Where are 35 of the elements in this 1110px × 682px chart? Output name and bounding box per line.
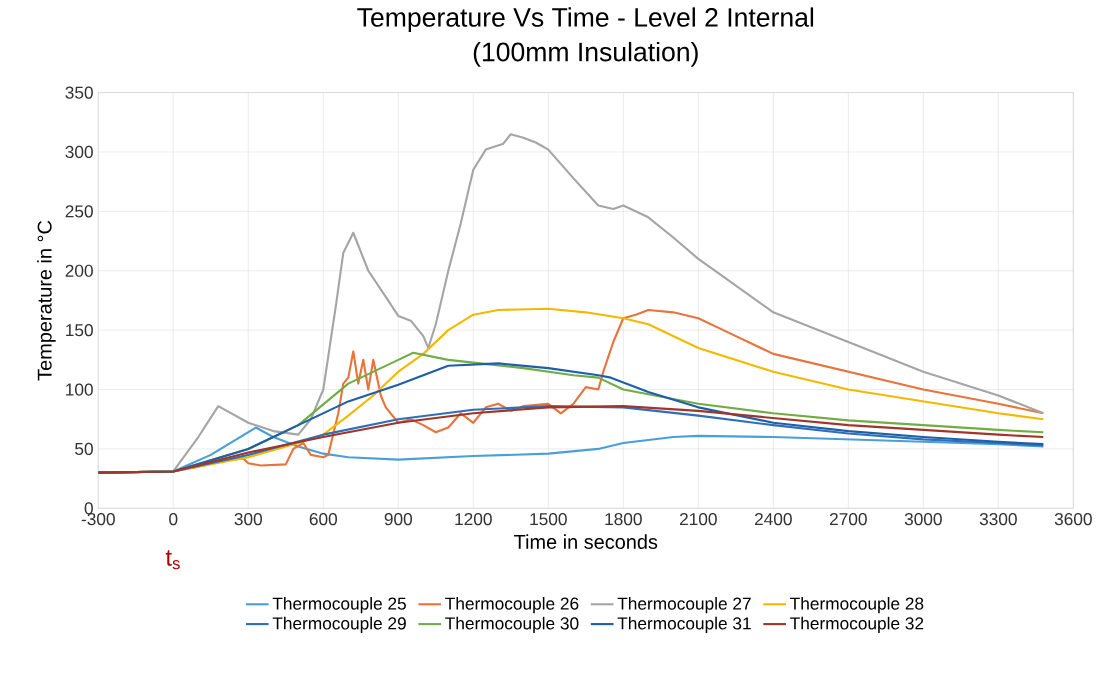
x-tick-label: 900 (384, 512, 413, 526)
x-tick-label: 3000 (904, 512, 942, 526)
legend-label: Thermocouple 27 (617, 596, 751, 614)
legend-label: Thermocouple 28 (790, 596, 924, 614)
x-tick-label: 0 (169, 512, 178, 526)
legend-label: Thermocouple 32 (790, 616, 924, 633)
x-tick-label: 1800 (605, 512, 642, 526)
x-tick-label: 2100 (679, 512, 717, 526)
y-axis-title: Temperature in °C (37, 220, 56, 381)
x-tick-label: 3600 (1054, 512, 1092, 526)
chart-title: Temperature Vs Time - Level 2 Internal (357, 7, 814, 33)
y-tick-label: 50 (75, 442, 93, 455)
legend-label: Thermocouple 30 (445, 616, 579, 633)
y-tick-label: 200 (65, 264, 93, 277)
text: t$_{s}$ (165, 550, 180, 570)
legend-label: Thermocouple 26 (445, 596, 579, 614)
y-tick-label: 250 (65, 205, 93, 218)
y-tick-label: 0 (84, 502, 93, 515)
y-tick-label: 150 (66, 323, 93, 337)
x-tick-label: 2700 (829, 512, 867, 526)
x-axis-title: Time in seconds (514, 534, 658, 549)
x-tick-label: 3300 (979, 512, 1017, 526)
x-tick-label: 300 (234, 512, 263, 526)
legend-label: Thermocouple 29 (272, 616, 406, 633)
x-tick-label: -300 (81, 512, 115, 526)
legend-label: Thermocouple 25 (272, 596, 406, 614)
x-tick-label: 600 (309, 512, 338, 526)
y-tick-label: 350 (65, 86, 93, 99)
x-tick-label: 1500 (530, 512, 567, 526)
legend-label: Thermocouple 31 (617, 616, 751, 633)
y-tick-label: 100 (66, 383, 93, 396)
y-tick-label: 300 (65, 145, 93, 158)
x-tick-label: 2400 (754, 512, 792, 526)
x-tick-label: 1200 (455, 512, 492, 526)
chart-subtitle: (100mm Insulation) (473, 41, 698, 67)
